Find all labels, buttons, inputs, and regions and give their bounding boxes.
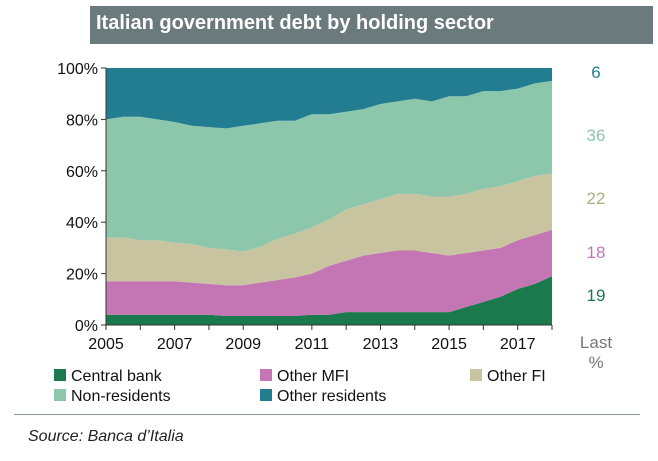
legend-swatch-other-mfi (260, 369, 272, 381)
last-value-label: 36 (587, 126, 606, 145)
y-tick-label: 100% (57, 61, 98, 78)
last-value-label: 18 (587, 243, 606, 262)
last-value-label: 6 (591, 63, 600, 82)
legend-label-non-residents: Non-residents (71, 388, 171, 405)
y-tick-label: 20% (66, 267, 98, 284)
title-bar: Italian government debt by holding secto… (90, 6, 653, 44)
legend-label-other-fi: Other FI (487, 368, 546, 385)
area-other-mfi (106, 229, 552, 316)
y-tick-label: 40% (66, 215, 98, 232)
x-tick-label: 2005 (88, 336, 124, 353)
legend-swatch-central-bank (54, 369, 66, 381)
x-tick-label: 2015 (431, 336, 467, 353)
legend-label-other-residents: Other residents (277, 388, 386, 405)
source-note: Source: Banca d’Italia (28, 428, 184, 445)
last-column-heading: Last (580, 333, 612, 352)
area-other-residents (106, 68, 552, 129)
last-value-label: 19 (587, 286, 606, 305)
y-tick-label: 80% (66, 112, 98, 129)
x-tick-label: 2007 (157, 336, 193, 353)
area-other-fi (106, 173, 552, 286)
last-column-unit: % (588, 353, 603, 372)
legend-swatch-other-fi (470, 369, 482, 381)
chart-title: Italian government debt by holding secto… (96, 12, 494, 34)
x-tick-label: 2009 (225, 336, 261, 353)
legend-label-central-bank: Central bank (71, 368, 163, 385)
x-tick-label: 2011 (295, 336, 330, 353)
area-central-bank (106, 276, 552, 325)
legend-swatch-non-residents (54, 389, 66, 401)
x-tick-label: 2017 (500, 336, 536, 353)
legend-label-other-mfi: Other MFI (277, 368, 349, 385)
legend-swatch-other-residents (260, 389, 272, 401)
source-divider (14, 414, 640, 415)
x-tick-label: 2013 (363, 336, 399, 353)
y-tick-label: 60% (66, 164, 98, 181)
y-tick-label: 0% (75, 318, 98, 335)
last-value-label: 22 (587, 189, 606, 208)
area-non-residents (106, 80, 552, 252)
